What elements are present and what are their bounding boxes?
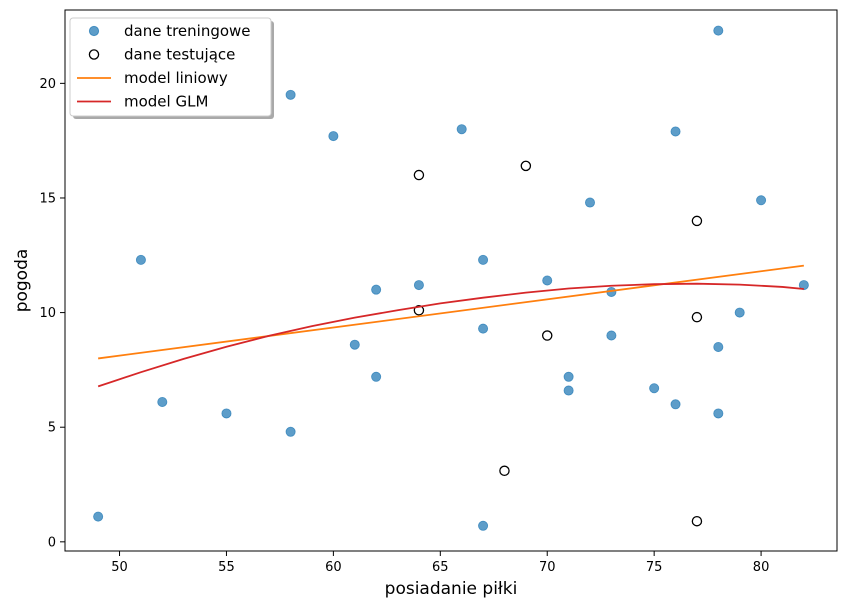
training-point bbox=[456, 124, 467, 135]
training-point bbox=[756, 195, 767, 206]
training-point bbox=[221, 408, 232, 419]
training-point bbox=[328, 131, 339, 142]
training-point bbox=[713, 408, 724, 419]
training-point bbox=[371, 371, 382, 382]
training-point bbox=[585, 197, 596, 208]
test-point bbox=[413, 169, 425, 181]
test-point bbox=[541, 330, 553, 341]
x-tick-label: 60 bbox=[325, 560, 342, 575]
linear-model-line bbox=[98, 264, 804, 360]
training-point bbox=[563, 371, 574, 382]
plot-area bbox=[93, 25, 809, 531]
training-point bbox=[478, 323, 489, 334]
legend-box bbox=[69, 17, 272, 117]
training-point bbox=[371, 284, 382, 295]
training-point bbox=[135, 254, 146, 265]
y-tick-label: 0 bbox=[48, 535, 56, 550]
training-point bbox=[93, 511, 104, 522]
x-axis-label: posiadanie piłki bbox=[385, 579, 518, 599]
x-tick-label: 70 bbox=[539, 560, 556, 575]
y-tick-label: 20 bbox=[39, 77, 56, 92]
legend-label: dane testujące bbox=[124, 46, 235, 64]
test-point bbox=[499, 465, 510, 477]
plot-frame bbox=[64, 9, 838, 552]
test-point bbox=[691, 311, 703, 323]
training-point bbox=[798, 280, 809, 291]
training-point bbox=[478, 254, 489, 265]
y-tick-label: 5 bbox=[48, 421, 56, 436]
x-tick-label: 55 bbox=[218, 560, 235, 575]
training-point bbox=[713, 25, 724, 36]
training-point bbox=[542, 275, 553, 286]
training-point bbox=[285, 426, 296, 437]
x-tick-label: 75 bbox=[646, 560, 663, 575]
legend-label: dane treningowe bbox=[124, 22, 251, 40]
test-point bbox=[691, 515, 703, 527]
legend-label: model GLM bbox=[124, 93, 208, 111]
y-tick-label: 10 bbox=[39, 306, 56, 321]
legend-marker bbox=[88, 49, 100, 60]
training-point bbox=[349, 339, 360, 350]
training-point bbox=[157, 396, 168, 407]
y-tick-label: 15 bbox=[39, 191, 56, 206]
training-point bbox=[285, 89, 296, 100]
x-tick-label: 65 bbox=[432, 560, 449, 575]
training-point bbox=[649, 383, 660, 394]
training-point bbox=[670, 399, 681, 410]
training-point bbox=[413, 280, 424, 291]
training-point bbox=[478, 520, 489, 531]
training-point bbox=[563, 385, 574, 396]
glm-model-line bbox=[97, 282, 804, 388]
legend-label: model liniowy bbox=[124, 69, 228, 87]
training-point bbox=[734, 307, 745, 318]
training-point bbox=[713, 341, 724, 352]
x-tick-label: 80 bbox=[753, 560, 770, 575]
y-axis-label: pogoda bbox=[12, 249, 32, 313]
training-point bbox=[606, 330, 617, 341]
training-point bbox=[670, 126, 681, 137]
legend-marker bbox=[88, 25, 100, 37]
test-point bbox=[520, 160, 532, 172]
x-tick-label: 50 bbox=[111, 560, 128, 575]
test-point bbox=[691, 215, 703, 227]
